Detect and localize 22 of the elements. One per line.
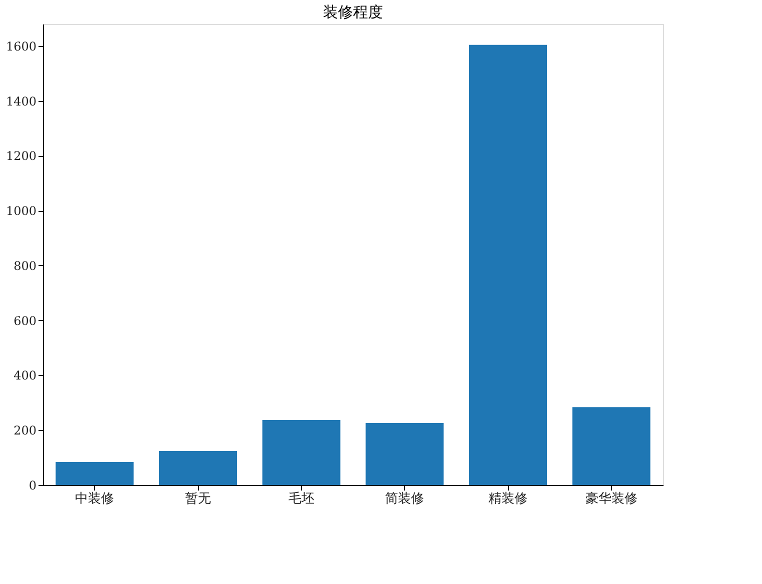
y-tick-label: 0 bbox=[28, 478, 36, 492]
y-tick-label: 200 bbox=[14, 424, 36, 438]
y-tick-label: 1600 bbox=[6, 39, 36, 54]
y-tick-label: 1200 bbox=[6, 149, 36, 164]
bar bbox=[56, 462, 134, 485]
x-tick-label: 暂无 bbox=[185, 492, 211, 506]
y-tick-label: 800 bbox=[14, 258, 36, 273]
x-tick-label: 中装修 bbox=[75, 492, 114, 506]
x-tick-label: 精装修 bbox=[488, 492, 528, 506]
x-tick-label: 毛坯 bbox=[288, 492, 314, 506]
y-tick-label: 1000 bbox=[6, 204, 36, 218]
y-tick-label: 600 bbox=[14, 314, 36, 328]
bar bbox=[572, 407, 650, 485]
bar bbox=[366, 422, 444, 485]
x-tick-label: 豪华装修 bbox=[585, 492, 638, 506]
x-tick-label: 简装修 bbox=[385, 492, 424, 506]
bar bbox=[262, 420, 340, 485]
bar bbox=[469, 44, 547, 485]
y-tick-label: 400 bbox=[14, 368, 36, 383]
y-tick-label: 1400 bbox=[6, 94, 36, 108]
chart-title: 装修程度 bbox=[323, 3, 383, 21]
bar bbox=[159, 450, 237, 485]
